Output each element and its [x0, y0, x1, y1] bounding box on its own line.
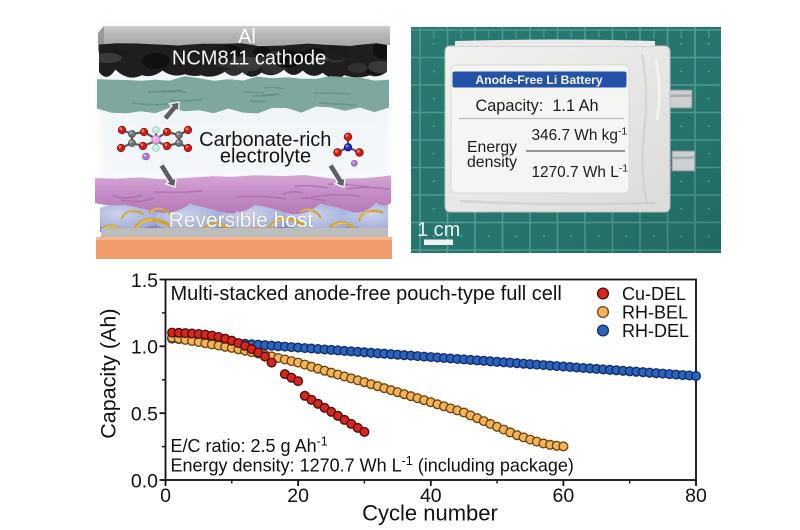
svg-text:Capacity (Ah): Capacity (Ah)	[97, 308, 121, 438]
svg-text:Cycle number: Cycle number	[362, 501, 498, 526]
svg-text:40: 40	[420, 485, 442, 507]
svg-text:20: 20	[287, 485, 309, 507]
svg-text:RH-DEL: RH-DEL	[622, 321, 689, 341]
svg-text:electrolyte: electrolyte	[220, 146, 311, 168]
svg-text:Anode-Free Li Battery: Anode-Free Li Battery	[475, 73, 603, 87]
svg-text:Energy density: 1270.7 Wh L-1: Energy density: 1270.7 Wh L-1 (including…	[171, 454, 574, 476]
svg-text:Al: Al	[238, 26, 256, 48]
svg-text:0.5: 0.5	[131, 404, 158, 426]
svg-text:Capacity: 1.1 Ah: Capacity: 1.1 Ah	[475, 97, 598, 115]
svg-text:346.7 Wh kg-1: 346.7 Wh kg-1	[532, 126, 628, 145]
svg-text:1.5: 1.5	[131, 270, 158, 292]
svg-text:Reversible host: Reversible host	[169, 209, 314, 232]
svg-text:RH-BEL: RH-BEL	[622, 302, 688, 322]
svg-text:60: 60	[553, 485, 575, 507]
svg-text:E/C ratio: 2.5 g Ah-1: E/C ratio: 2.5 g Ah-1	[171, 435, 328, 457]
svg-text:Cu-DEL: Cu-DEL	[622, 284, 686, 304]
svg-text:0.0: 0.0	[131, 470, 158, 492]
svg-text:Carbonate-rich: Carbonate-rich	[199, 129, 331, 151]
svg-text:0: 0	[160, 485, 171, 507]
svg-text:density: density	[467, 154, 517, 171]
svg-text:1270.7 Wh L-1: 1270.7 Wh L-1	[532, 163, 629, 182]
svg-text:1.0: 1.0	[131, 337, 158, 359]
svg-text:Energy: Energy	[467, 139, 517, 156]
svg-text:Multi-stacked anode-free pouch: Multi-stacked anode-free pouch-type full…	[171, 283, 562, 305]
svg-text:1 cm: 1 cm	[417, 219, 460, 241]
svg-text:80: 80	[685, 485, 707, 507]
svg-text:NCM811 cathode: NCM811 cathode	[172, 48, 326, 70]
